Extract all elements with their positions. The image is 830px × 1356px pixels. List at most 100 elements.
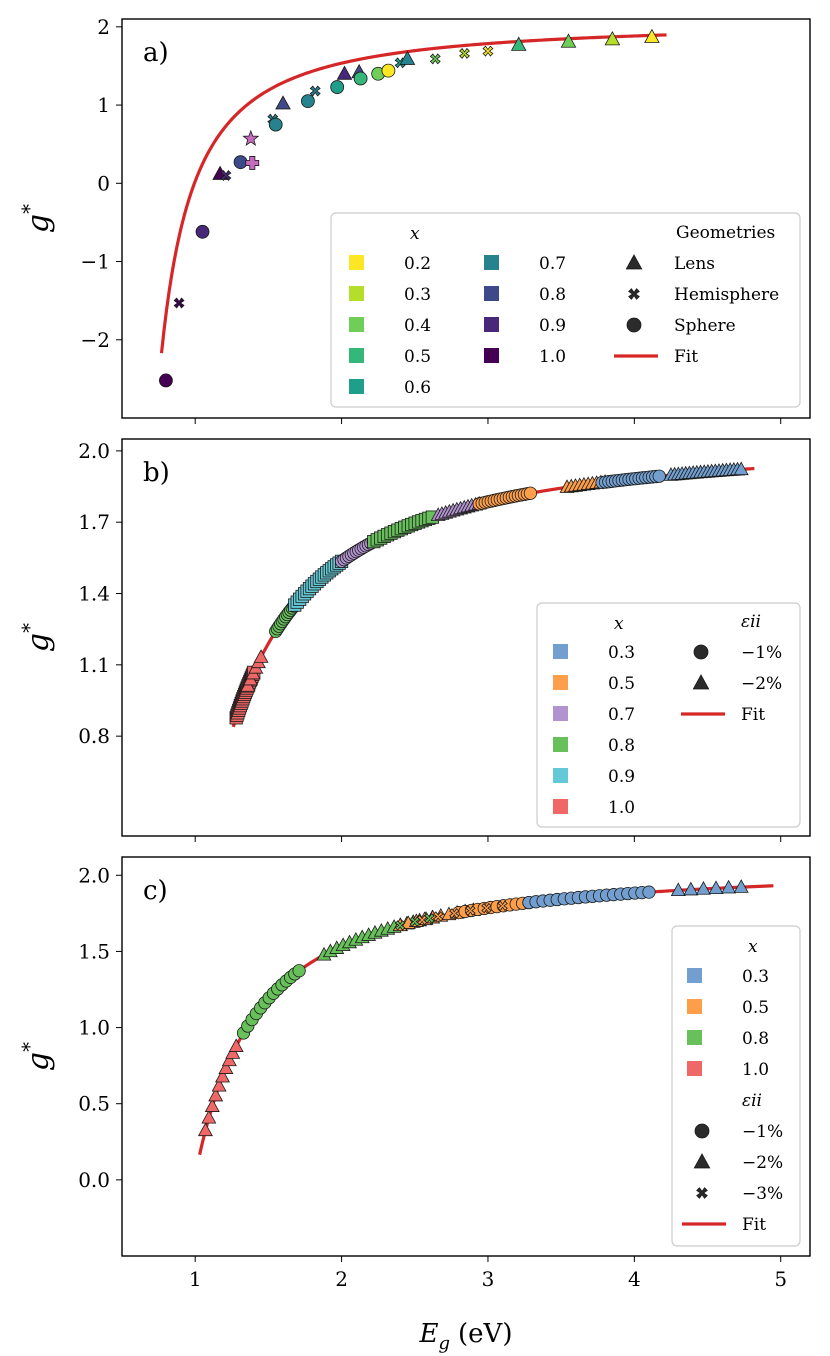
legend-marker-triangle — [693, 1153, 711, 1169]
y-tick-label: 0.8 — [78, 724, 110, 748]
data-point — [497, 900, 508, 912]
legend-marker-circle — [694, 1123, 710, 1139]
legend-swatch-0.3 — [349, 286, 364, 301]
data-point — [336, 65, 353, 80]
data-point — [218, 1060, 234, 1074]
legend-label: 0.3 — [742, 967, 769, 987]
y-tick-label: 0.5 — [78, 1092, 110, 1116]
legend-swatch-0.5 — [553, 675, 568, 690]
data-point — [208, 1087, 224, 1102]
legend-swatch-0.2 — [349, 255, 364, 270]
axes-frame — [121, 18, 811, 419]
panel-a: −2 −1 0 1 2 a) g* x 0.2 0.3 0.4 0.5 0.6 0.7 0.8 0.9 1.0 G… — [17, 15, 811, 424]
y-axis-label-base: g — [21, 633, 56, 652]
legend-label: 0.9 — [539, 316, 566, 336]
legend-marker-circle — [693, 644, 709, 660]
data-point — [733, 879, 749, 893]
data-point — [652, 469, 666, 483]
legend-marker-triangle — [692, 674, 710, 690]
y-tick-label: −2 — [81, 328, 110, 352]
data-point — [465, 905, 476, 916]
data-point — [204, 1098, 220, 1112]
legend-marker-x — [696, 1187, 708, 1199]
legend-label: 0.2 — [404, 254, 431, 274]
data-point — [233, 155, 248, 170]
x-axis-label-base: E — [419, 1319, 439, 1349]
legend: x 0.3 0.5 0.7 0.8 0.9 1.0 εii −1% −2% Fit — [536, 602, 801, 828]
data-point — [604, 31, 621, 46]
data-point — [225, 1045, 241, 1059]
data-point — [510, 36, 527, 51]
data-point — [275, 95, 291, 110]
data-point — [330, 80, 345, 94]
data-point — [221, 1052, 237, 1067]
y-tick-label: 2.0 — [78, 439, 110, 463]
y-tick-label: 1.7 — [78, 510, 110, 534]
legend-label: 0.9 — [608, 767, 635, 787]
y-axis-label-base: g — [21, 214, 56, 233]
data-point — [197, 1122, 213, 1137]
data-point — [195, 224, 210, 239]
data-point — [211, 1077, 227, 1092]
legend-swatch-0.4 — [349, 317, 364, 332]
data-point — [481, 902, 492, 914]
x-axis-label-sub: g — [439, 1333, 451, 1354]
axes-frame — [121, 438, 811, 837]
data-point — [201, 1109, 217, 1124]
y-tick-label: 1.5 — [78, 939, 110, 963]
panel-label: b) — [143, 458, 170, 488]
panel-b: 0.8 1.1 1.4 1.7 2.0 b) g* x 0.3 0.5 0.7 0.8 0.9 1.0 εi… — [17, 438, 811, 842]
legend-swatch-0.9 — [553, 768, 568, 783]
y-tick-label: 1 — [97, 93, 110, 117]
data-point — [695, 881, 711, 895]
data-point — [309, 85, 321, 97]
legend-swatch-1.0 — [687, 1061, 702, 1076]
x-tick-label: 5 — [774, 1267, 787, 1291]
legend-label: Hemisphere — [674, 285, 779, 305]
data-point — [482, 45, 494, 57]
legend-label: −2% — [742, 1153, 783, 1173]
legend-label: 0.3 — [404, 285, 431, 305]
fit-line — [159, 33, 667, 354]
y-tick-label: 1.0 — [78, 1016, 110, 1040]
legend-label: −3% — [742, 1184, 783, 1204]
legend-label: 1.0 — [539, 347, 566, 367]
legend-label: Fit — [741, 705, 765, 725]
panel-label: a) — [143, 38, 169, 68]
legend-label: Fit — [742, 1215, 766, 1235]
y-axis-label-sup: * — [17, 1042, 41, 1052]
data-point — [683, 881, 699, 896]
data-point — [429, 53, 441, 65]
data-point — [399, 50, 416, 65]
data-point — [381, 63, 396, 78]
legend-frame — [536, 602, 801, 828]
data-point — [432, 911, 444, 922]
x-axis-label-unit: (eV) — [458, 1319, 512, 1349]
legend-label: 0.5 — [608, 674, 635, 694]
data-point — [708, 880, 724, 895]
legend-label: 1.0 — [742, 1060, 769, 1080]
legend-swatch-0.8 — [687, 1030, 702, 1045]
data-point — [228, 1038, 244, 1052]
data-point — [642, 885, 656, 899]
x-tick-label: 4 — [628, 1267, 641, 1291]
legend-label: 1.0 — [608, 798, 635, 818]
data-point — [459, 47, 471, 59]
data-point — [268, 117, 283, 132]
y-tick-label: 2 — [97, 15, 110, 39]
legend-frame — [330, 212, 801, 408]
legend-label: 0.4 — [404, 316, 431, 336]
y-axis-label-sup: * — [17, 204, 41, 214]
legend-label: 0.8 — [742, 1029, 769, 1049]
legend-label: Sphere — [674, 316, 736, 336]
data-points — [159, 28, 660, 388]
data-point — [159, 373, 173, 388]
data-points — [229, 461, 749, 725]
y-tick-label: 1.4 — [78, 582, 110, 606]
legend: x 0.2 0.3 0.4 0.5 0.6 0.7 0.8 0.9 1.0 Geometries Le… — [330, 212, 801, 408]
legend-marker-triangle — [625, 254, 643, 270]
legend-swatch-0.9 — [484, 317, 499, 332]
data-point — [644, 28, 660, 43]
legend-swatch-0.7 — [484, 255, 499, 270]
